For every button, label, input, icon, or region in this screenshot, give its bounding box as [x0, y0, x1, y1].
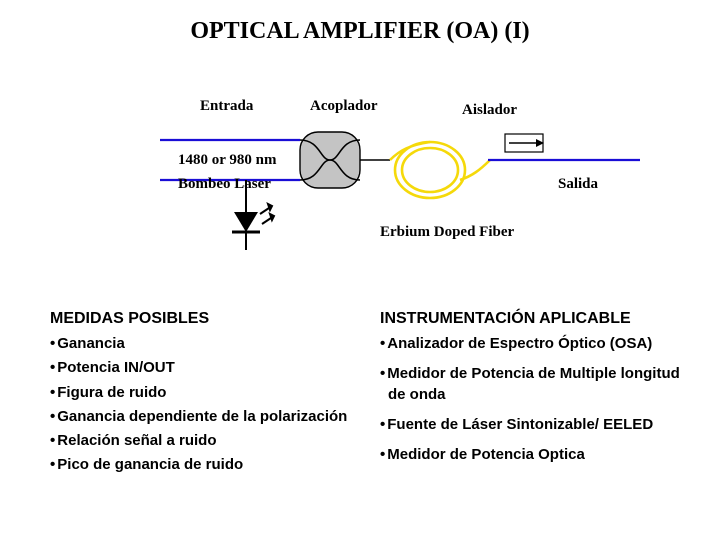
label-aislador: Aislador	[462, 102, 517, 119]
list-item: •Analizador de Espectro Óptico (OSA)	[380, 334, 680, 354]
right-column: INSTRUMENTACIÓN APLICABLE •Analizador de…	[380, 310, 680, 480]
bullet-icon: •	[50, 335, 55, 352]
list-item-label: Relación señal a ruido	[57, 432, 216, 449]
bullet-icon: •	[50, 359, 55, 376]
label-entrada: Entrada	[200, 98, 253, 115]
bullet-icon: •	[50, 384, 55, 401]
list-item-label: Analizador de Espectro Óptico (OSA)	[387, 335, 652, 352]
list-item-label: Pico de ganancia de ruido	[57, 456, 243, 473]
right-column-heading: INSTRUMENTACIÓN APLICABLE	[380, 310, 680, 328]
list-item-label: Potencia IN/OUT	[57, 359, 175, 376]
right-column-list: •Analizador de Espectro Óptico (OSA) •Me…	[380, 334, 680, 465]
list-item: •Ganancia	[50, 334, 350, 354]
left-column-list: •Ganancia •Potencia IN/OUT •Figura de ru…	[50, 334, 350, 476]
left-column-heading: MEDIDAS POSIBLES	[50, 310, 350, 328]
label-pump-wavelength: 1480 or 980 nm	[178, 152, 276, 169]
list-item: •Relación señal a ruido	[50, 431, 350, 451]
list-item: •Fuente de Láser Sintonizable/ EELED	[380, 415, 680, 435]
bullet-icon: •	[380, 365, 385, 382]
info-columns: MEDIDAS POSIBLES •Ganancia •Potencia IN/…	[50, 310, 680, 480]
bullet-icon: •	[380, 446, 385, 463]
list-item: •Pico de ganancia de ruido	[50, 455, 350, 475]
list-item-label: Medidor de Potencia de Multiple longitud…	[387, 365, 680, 402]
optical-amplifier-diagram: Entrada Acoplador Aislador 1480 or 980 n…	[0, 80, 720, 280]
list-item: •Medidor de Potencia Optica	[380, 445, 680, 465]
bullet-icon: •	[50, 408, 55, 425]
list-item: •Potencia IN/OUT	[50, 358, 350, 378]
list-item: •Medidor de Potencia de Multiple longitu…	[380, 364, 680, 405]
label-fiber: Erbium Doped Fiber	[380, 224, 514, 241]
list-item-label: Medidor de Potencia Optica	[387, 446, 585, 463]
bullet-icon: •	[50, 456, 55, 473]
label-acoplador: Acoplador	[310, 98, 378, 115]
list-item-label: Fuente de Láser Sintonizable/ EELED	[387, 416, 653, 433]
bullet-icon: •	[380, 335, 385, 352]
list-item: •Ganancia dependiente de la polarización	[50, 407, 350, 427]
fiber-coil	[390, 142, 490, 198]
list-item-label: Figura de ruido	[57, 384, 166, 401]
list-item-label: Ganancia dependiente de la polarización	[57, 408, 347, 425]
page-title: OPTICAL AMPLIFIER (OA) (I)	[0, 18, 720, 45]
list-item: •Figura de ruido	[50, 383, 350, 403]
bullet-icon: •	[50, 432, 55, 449]
label-bombeo-laser: Bombeo Laser	[178, 176, 271, 193]
bullet-icon: •	[380, 416, 385, 433]
list-item-label: Ganancia	[57, 335, 125, 352]
label-salida: Salida	[558, 176, 598, 193]
left-column: MEDIDAS POSIBLES •Ganancia •Potencia IN/…	[50, 310, 350, 480]
